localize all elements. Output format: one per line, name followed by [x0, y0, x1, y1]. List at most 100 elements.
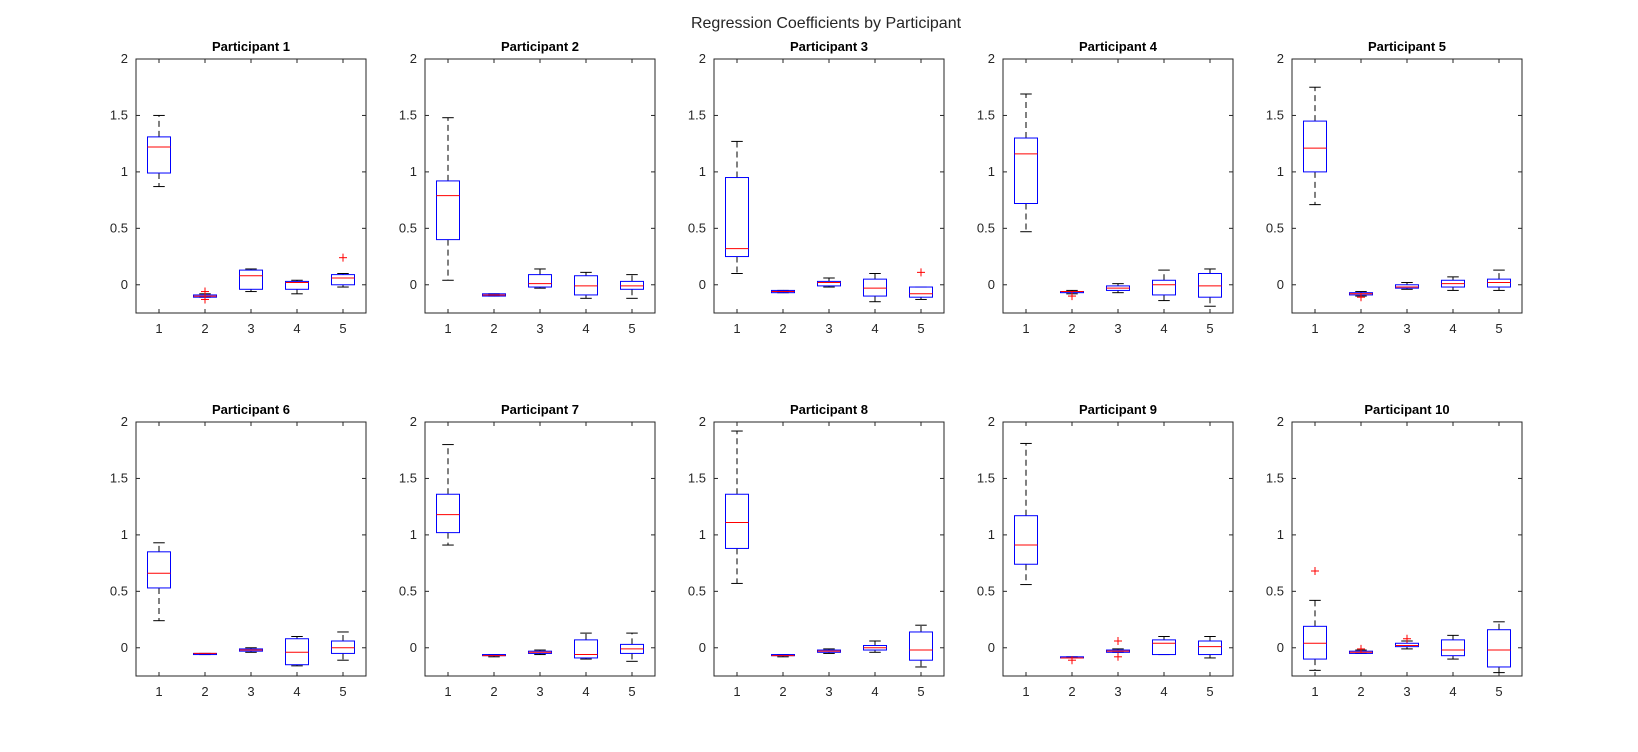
x-tick-label: 1: [1022, 684, 1029, 699]
box-2: [772, 290, 795, 292]
y-tick-label: 2: [121, 414, 128, 429]
y-tick-label: 0: [699, 277, 706, 292]
x-tick-label: 4: [1160, 684, 1167, 699]
y-tick-label: 1: [988, 527, 995, 542]
x-tick-label: 2: [779, 684, 786, 699]
y-tick-label: 1: [1277, 164, 1284, 179]
y-tick-label: 1.5: [110, 107, 128, 122]
y-tick-label: 1: [988, 164, 995, 179]
panel-title: Participant 7: [501, 402, 579, 417]
y-tick-label: 1: [410, 164, 417, 179]
x-tick-label: 2: [1068, 321, 1075, 336]
x-tick-label: 4: [1449, 684, 1456, 699]
y-tick-label: 1.5: [688, 470, 706, 485]
y-tick-label: 0.5: [1266, 583, 1284, 598]
y-tick-label: 1.5: [110, 470, 128, 485]
y-tick-label: 2: [410, 414, 417, 429]
x-tick-label: 1: [155, 321, 162, 336]
y-tick-label: 0.5: [399, 583, 417, 598]
x-tick-label: 2: [1357, 321, 1364, 336]
y-tick-label: 0.5: [110, 583, 128, 598]
y-tick-label: 0.5: [688, 583, 706, 598]
y-tick-label: 0: [988, 640, 995, 655]
panel-title: Participant 1: [212, 39, 290, 54]
panel-title: Participant 6: [212, 402, 290, 417]
x-tick-label: 3: [247, 684, 254, 699]
x-tick-label: 3: [1403, 684, 1410, 699]
y-tick-label: 1: [699, 527, 706, 542]
x-tick-label: 2: [779, 321, 786, 336]
x-tick-label: 4: [871, 321, 878, 336]
panel-title: Participant 5: [1368, 39, 1446, 54]
x-tick-label: 2: [201, 321, 208, 336]
x-tick-label: 4: [1160, 321, 1167, 336]
x-tick-label: 4: [582, 684, 589, 699]
y-tick-label: 0.5: [399, 220, 417, 235]
y-tick-label: 0: [410, 277, 417, 292]
y-tick-label: 1: [410, 527, 417, 542]
x-tick-label: 3: [247, 321, 254, 336]
x-tick-label: 5: [628, 321, 635, 336]
panel-title: Participant 3: [790, 39, 868, 54]
y-tick-label: 0: [121, 640, 128, 655]
x-tick-label: 1: [155, 684, 162, 699]
x-tick-label: 4: [871, 684, 878, 699]
y-tick-label: 0: [410, 640, 417, 655]
y-tick-label: 0.5: [977, 583, 995, 598]
x-tick-label: 4: [293, 684, 300, 699]
y-tick-label: 1.5: [399, 470, 417, 485]
y-tick-label: 2: [988, 51, 995, 66]
x-tick-label: 1: [733, 684, 740, 699]
x-tick-label: 2: [1357, 684, 1364, 699]
x-tick-label: 3: [825, 321, 832, 336]
x-tick-label: 3: [825, 684, 832, 699]
x-tick-label: 1: [444, 321, 451, 336]
y-tick-label: 0.5: [110, 220, 128, 235]
x-tick-label: 2: [1068, 684, 1075, 699]
x-tick-label: 5: [917, 321, 924, 336]
x-tick-label: 3: [1114, 321, 1121, 336]
x-tick-label: 3: [536, 321, 543, 336]
x-tick-label: 5: [917, 684, 924, 699]
x-tick-label: 3: [536, 684, 543, 699]
y-tick-label: 0: [121, 277, 128, 292]
box-3: [240, 648, 263, 653]
y-tick-label: 1: [121, 164, 128, 179]
y-tick-label: 1: [1277, 527, 1284, 542]
panel-title: Participant 8: [790, 402, 868, 417]
panel-title: Participant 4: [1079, 39, 1158, 54]
x-tick-label: 5: [1495, 684, 1502, 699]
x-tick-label: 3: [1403, 321, 1410, 336]
y-tick-label: 1.5: [399, 107, 417, 122]
x-tick-label: 1: [1311, 321, 1318, 336]
x-tick-label: 1: [444, 684, 451, 699]
x-tick-label: 1: [1022, 321, 1029, 336]
y-tick-label: 1.5: [1266, 470, 1284, 485]
y-tick-label: 1.5: [977, 470, 995, 485]
y-tick-label: 2: [121, 51, 128, 66]
panel-title: Participant 9: [1079, 402, 1157, 417]
y-tick-label: 2: [410, 51, 417, 66]
figure-title: Regression Coefficients by Participant: [691, 15, 962, 32]
y-tick-label: 2: [699, 414, 706, 429]
y-tick-label: 2: [699, 51, 706, 66]
box-3: [818, 649, 841, 654]
x-tick-label: 4: [582, 321, 589, 336]
y-tick-label: 2: [1277, 51, 1284, 66]
y-tick-label: 0: [1277, 640, 1284, 655]
x-tick-label: 5: [339, 321, 346, 336]
x-tick-label: 2: [201, 684, 208, 699]
x-tick-label: 5: [1206, 321, 1213, 336]
y-tick-label: 1.5: [688, 107, 706, 122]
x-tick-label: 5: [628, 684, 635, 699]
y-tick-label: 0.5: [977, 220, 995, 235]
panel-title: Participant 2: [501, 39, 579, 54]
box-3: [529, 650, 552, 655]
panel-title: Participant 10: [1364, 402, 1449, 417]
y-tick-label: 0.5: [688, 220, 706, 235]
box-2: [483, 294, 506, 296]
y-tick-label: 2: [988, 414, 995, 429]
y-tick-label: 1.5: [1266, 107, 1284, 122]
